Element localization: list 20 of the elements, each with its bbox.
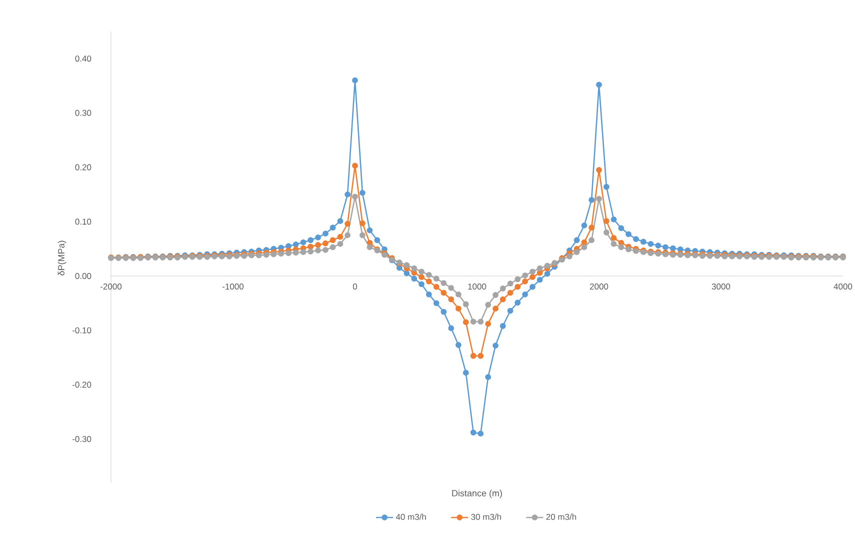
y-axis-title: δP(MPa) (58, 240, 66, 276)
y-tick-label: 0.40 (75, 56, 92, 62)
x-tick-label: 4000 (834, 284, 852, 290)
x-tick-label: 2000 (590, 284, 608, 290)
x-tick-label: -1000 (222, 284, 244, 290)
x-tick-label: 0 (352, 284, 358, 290)
legend-label: 20 m3/h (546, 514, 576, 520)
y-tick-label: -0.20 (72, 382, 92, 388)
y-tick-label: 0.20 (75, 164, 92, 170)
legend-label: 30 m3/h (471, 514, 501, 520)
x-axis-title: Distance (m) (452, 490, 502, 498)
x-tick-label: 1000 (468, 284, 486, 290)
x-tick-label: 3000 (712, 284, 730, 290)
y-tick-label: 0.00 (75, 272, 92, 279)
x-tick-label: -2000 (100, 284, 122, 290)
y-tick-label: 0.10 (75, 218, 92, 225)
y-tick-label: -0.10 (72, 327, 92, 334)
y-tick-label: 0.30 (75, 110, 92, 116)
legend-label: 40 m3/h (396, 514, 426, 520)
y-tick-label: -0.30 (72, 436, 92, 442)
